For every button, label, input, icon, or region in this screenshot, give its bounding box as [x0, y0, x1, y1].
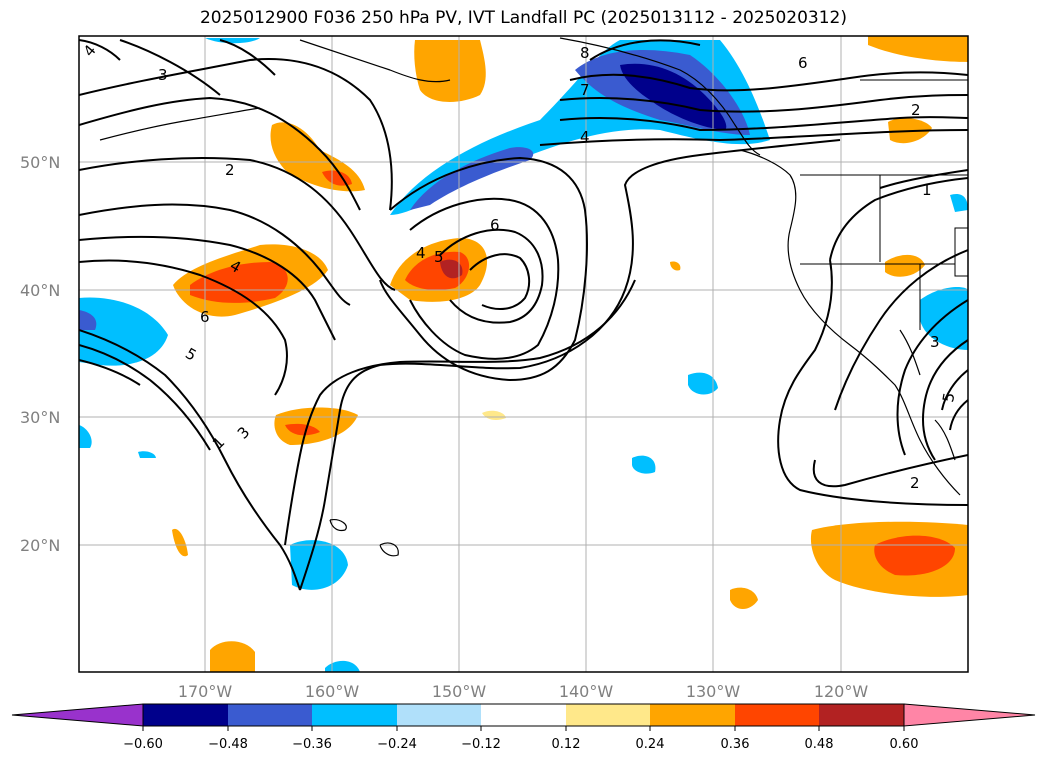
- map-title: 2025012900 F036 250 hPa PV, IVT Landfall…: [199, 8, 847, 28]
- colorbar-tick-label: −0.24: [377, 737, 417, 752]
- colorbar-tick-label: −0.60: [123, 737, 163, 752]
- contour-label: 8: [580, 44, 590, 62]
- pos-anomaly-small-1: [172, 528, 188, 557]
- pos-anomaly-west-ca-core: [285, 423, 320, 436]
- colorbar-segment: [481, 704, 566, 726]
- neg-anomaly-gulf-alaska-core: [620, 63, 727, 130]
- colorbar-tick-label: 0.12: [552, 737, 581, 752]
- map-gridlines: [79, 36, 968, 672]
- contour-label: 5: [434, 248, 444, 266]
- lat-label: 40°N: [20, 281, 60, 300]
- lon-label: 140°W: [559, 682, 614, 701]
- contour-label: 3: [930, 333, 940, 351]
- colorbar-tick-label: −0.48: [208, 737, 248, 752]
- colorbar-segment: [228, 704, 312, 726]
- colorbar-tick-label: −0.36: [292, 737, 332, 752]
- colorbar-segment: [566, 704, 650, 726]
- neg-anomaly-small-7: [138, 451, 156, 458]
- lat-label: 50°N: [20, 153, 60, 172]
- neg-anomaly-hawaii: [290, 540, 348, 590]
- colorbar: −0.60 −0.48 −0.36 −0.24 −0.12 0.12 0.24 …: [11, 703, 1036, 752]
- colorbar-ticks: [142, 726, 905, 731]
- lon-label: 170°W: [178, 682, 233, 701]
- contour-label: 1: [209, 433, 228, 452]
- neg-anomaly-west-pacific-dark: [79, 310, 97, 330]
- pv-contours: [79, 39, 968, 591]
- lat-label: 20°N: [20, 536, 60, 555]
- contour-label: 6: [798, 54, 808, 72]
- colorbar-tick-label: 0.48: [805, 737, 834, 752]
- colorbar-segment: [735, 704, 819, 726]
- contour-label: 4: [416, 244, 426, 262]
- pos-anomaly-ca-small: [885, 254, 925, 277]
- lat-labels: 50°N 40°N 30°N 20°N: [20, 153, 60, 555]
- coastlines: [99, 37, 961, 557]
- contour-label: 6: [490, 216, 500, 234]
- lon-label: 130°W: [686, 682, 741, 701]
- contour-label: 7: [580, 81, 590, 99]
- pos-anomaly-alaska: [414, 40, 486, 102]
- lon-label: 120°W: [814, 682, 869, 701]
- pos-anomaly-ne: [868, 36, 968, 62]
- contour-label: 5: [939, 391, 958, 404]
- pos-anomaly-north-core: [190, 262, 288, 303]
- lat-label: 30°N: [20, 408, 60, 427]
- colorbar-segment: [650, 704, 735, 726]
- colorbar-segment: [312, 704, 397, 726]
- contour-label: 3: [234, 423, 253, 442]
- colorbar-segment: [819, 704, 904, 726]
- neg-anomaly-small-5: [325, 660, 360, 672]
- colorbar-tick-label: −0.12: [461, 737, 501, 752]
- contour-label: 3: [158, 66, 168, 84]
- contour-label: 2: [225, 161, 235, 179]
- neg-anomaly-small-6: [950, 193, 968, 212]
- colorbar-extend-high: [903, 703, 1036, 727]
- colorbar-segment: [397, 704, 481, 726]
- colorbar-segment: [143, 704, 228, 726]
- lon-labels: 170°W 160°W 150°W 140°W 130°W 120°W: [178, 682, 869, 701]
- colorbar-tick-label: 0.24: [636, 737, 665, 752]
- neg-anomaly-gulf-alaska-mid: [410, 147, 534, 210]
- neg-anomaly-small-4: [79, 425, 92, 448]
- pos-anomaly-central-pacific-max: [440, 259, 463, 279]
- pos-anomaly-small-3: [730, 587, 758, 609]
- lon-label: 150°W: [432, 682, 487, 701]
- contour-label: 2: [910, 474, 920, 492]
- neg-anomaly-small-1: [688, 372, 718, 395]
- colorbar-frame: [142, 703, 905, 727]
- map-frame: [78, 35, 969, 673]
- pos-anomaly-small-4: [482, 410, 506, 421]
- contour-label: 6: [200, 308, 210, 326]
- colorbar-tick-label: 0.60: [890, 737, 919, 752]
- pos-anomaly-small-5: [670, 261, 681, 271]
- contour-label: 1: [922, 181, 932, 199]
- contour-label: 4: [580, 128, 590, 146]
- pos-anomaly-tropical-east-core: [874, 535, 955, 576]
- colorbar-extend-low: [11, 703, 144, 727]
- contour-label: 5: [182, 344, 199, 364]
- neg-anomaly-west-pacific: [79, 297, 168, 366]
- pos-anomaly-small-2: [210, 641, 255, 672]
- lon-label: 160°W: [305, 682, 360, 701]
- colorbar-tick-label: 0.36: [721, 737, 750, 752]
- neg-anomaly-small-2: [632, 455, 656, 474]
- neg-anomaly-small-3: [205, 38, 260, 44]
- contour-label: 2: [911, 101, 921, 119]
- neg-anomaly-sw: [920, 287, 968, 350]
